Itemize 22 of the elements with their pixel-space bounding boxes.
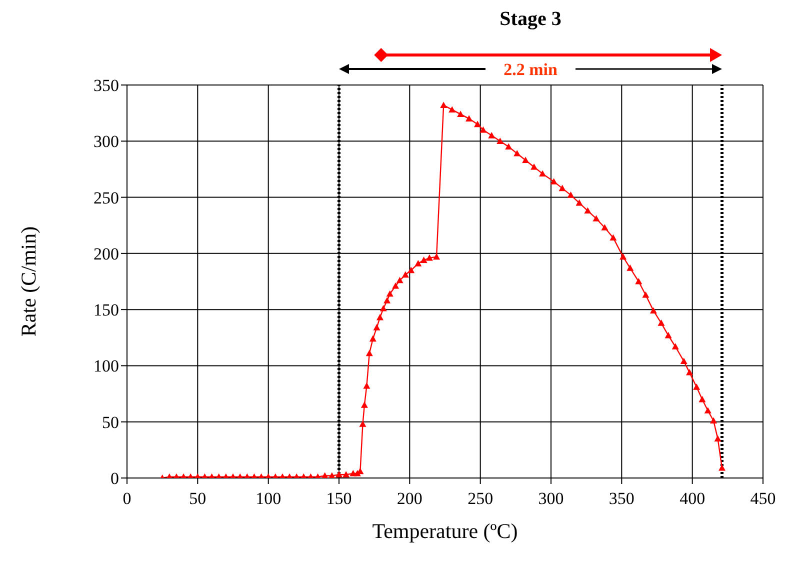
x-tick-label: 0 xyxy=(122,489,132,508)
y-tick-label: 350 xyxy=(94,76,119,96)
x-tick-label: 400 xyxy=(680,489,706,508)
x-tick-label: 200 xyxy=(396,489,422,508)
x-tick-label: 350 xyxy=(608,489,634,508)
y-tick-label: 250 xyxy=(94,188,119,208)
y-tick-label: 150 xyxy=(94,300,119,320)
x-axis-title: Temperature (ºC) xyxy=(372,519,518,543)
x-tick-label: 250 xyxy=(468,489,494,508)
y-axis-title: Rate (C/min) xyxy=(16,226,40,337)
x-tick-label: 150 xyxy=(326,489,352,508)
y-tick-label: 200 xyxy=(94,244,119,264)
x-tick-label: 50 xyxy=(189,489,206,508)
y-tick-label: 300 xyxy=(94,132,119,152)
x-tick-label: 100 xyxy=(256,489,282,508)
x-tick-label: 450 xyxy=(750,489,776,508)
y-tick-label: 100 xyxy=(94,356,119,376)
text: 2.2 min xyxy=(504,60,558,79)
x-tick-label: 300 xyxy=(538,489,564,508)
chart-title: Stage 3 xyxy=(498,8,562,31)
y-tick-label: 0 xyxy=(110,469,119,488)
y-tick-label: 50 xyxy=(102,412,119,432)
